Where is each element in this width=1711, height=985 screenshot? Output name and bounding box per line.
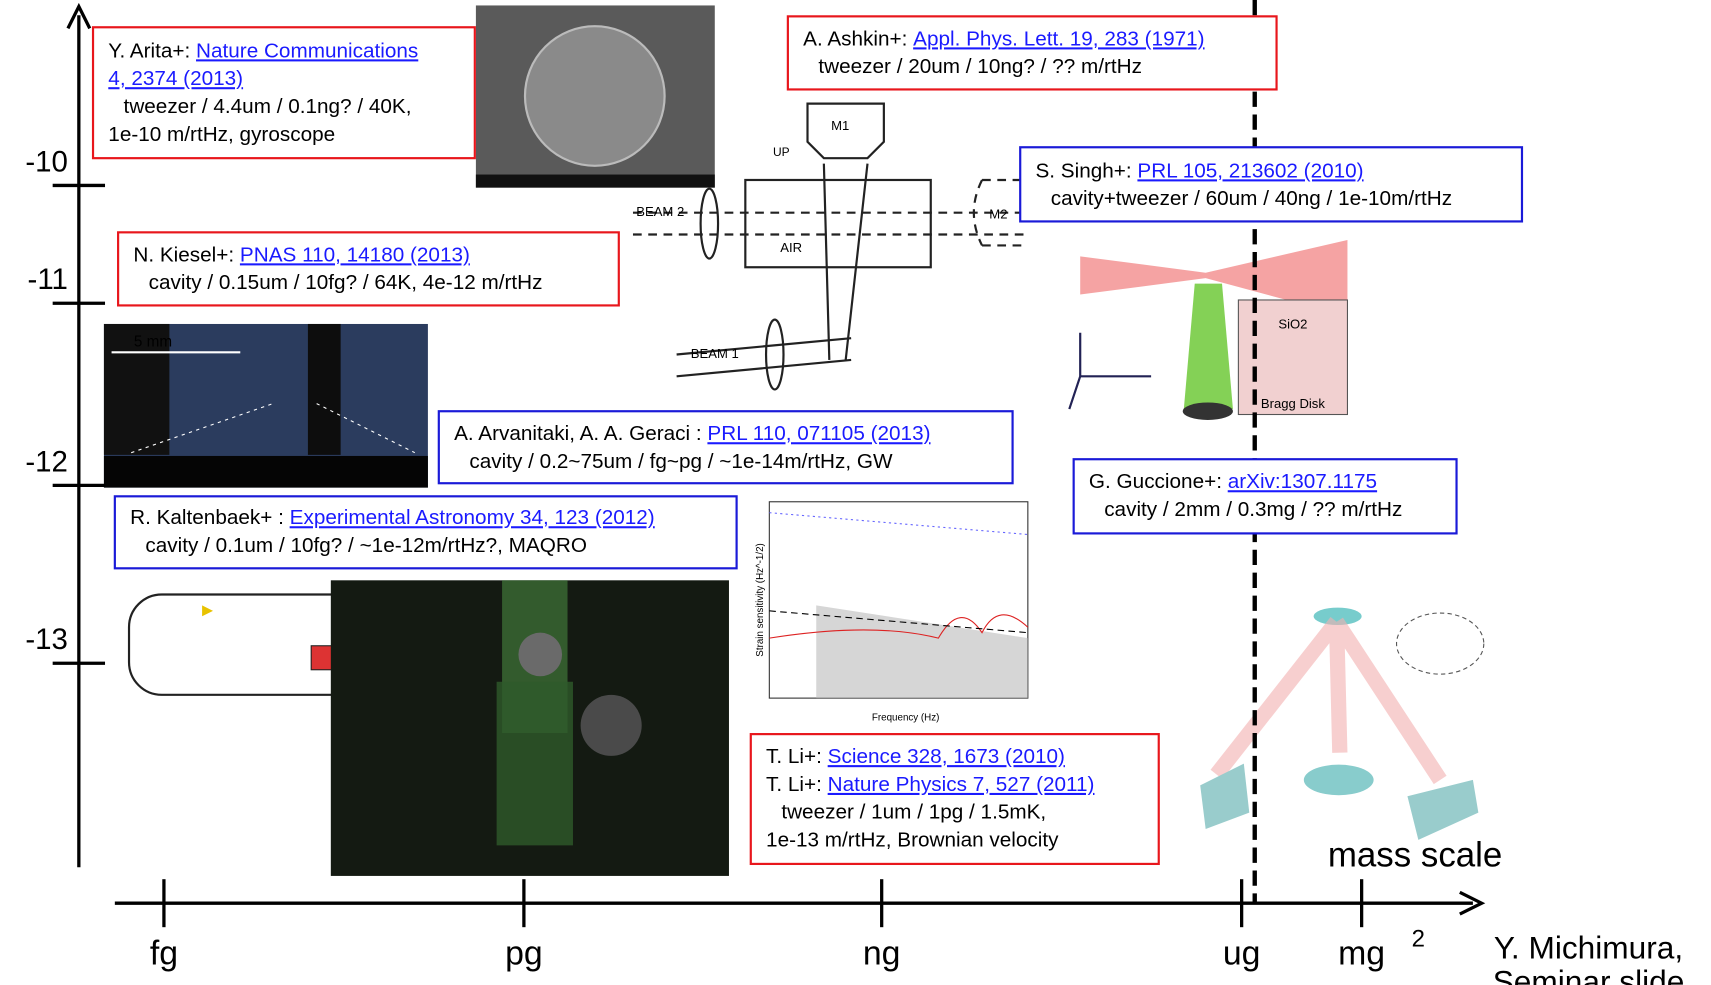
reference-link[interactable]: Experimental Astronomy 34, 123 (2012) bbox=[290, 507, 655, 530]
reference-link[interactable]: 4, 2374 (2013) bbox=[108, 68, 243, 91]
reference-details: cavity+tweezer / 60um / 40ng / 1e-10m/rt… bbox=[1051, 188, 1452, 211]
reference-line: Y. Arita+: Nature Communications bbox=[108, 40, 418, 63]
x-tick-label: fg bbox=[150, 934, 178, 972]
reference-author: G. Guccione+: bbox=[1089, 471, 1228, 494]
reference-author: A. Arvanitaki, A. A. Geraci : bbox=[454, 423, 707, 446]
reference-author: S. Singh+: bbox=[1035, 160, 1137, 183]
x-tick-label: ng bbox=[863, 934, 901, 972]
reference-line: tweezer / 20um / 10ng? / ?? m/rtHz bbox=[818, 56, 1142, 79]
reference-details: cavity / 0.15um / 10fg? / 64K, 4e-12 m/r… bbox=[149, 272, 543, 295]
reference-details: tweezer / 1um / 1pg / 1.5mK, bbox=[781, 801, 1046, 824]
figure-label: Bragg Disk bbox=[1261, 396, 1325, 411]
x-axis-label: mass scale bbox=[1328, 836, 1503, 875]
figure-label: Frequency (Hz) bbox=[872, 712, 940, 723]
reference-line: N. Kiesel+: PNAS 110, 14180 (2013) bbox=[133, 244, 470, 267]
x-tick-label: ug bbox=[1223, 934, 1261, 972]
reference-line: 4, 2374 (2013) bbox=[108, 68, 243, 91]
reference-line: R. Kaltenbaek+ : Experimental Astronomy … bbox=[130, 507, 655, 530]
reference-author: T. Li+: bbox=[766, 773, 828, 796]
reference-link[interactable]: Nature Physics 7, 527 (2011) bbox=[828, 773, 1095, 796]
sem-image bbox=[476, 5, 715, 187]
figure-label: SiO2 bbox=[1278, 317, 1307, 332]
page-number: 2 bbox=[1412, 926, 1425, 953]
reference-author: R. Kaltenbaek+ : bbox=[130, 507, 290, 530]
reference-details: cavity / 2mm / 0.3mg / ?? m/rtHz bbox=[1104, 499, 1402, 522]
figure-label: Strain sensitivity (Hz^-1/2) bbox=[755, 543, 766, 656]
y-tick-label: -13 bbox=[25, 623, 68, 656]
reference-link[interactable]: PRL 105, 213602 (2010) bbox=[1137, 160, 1363, 183]
reference-details: tweezer / 4.4um / 0.1ng? / 40K, bbox=[124, 95, 412, 118]
reference-line: A. Arvanitaki, A. A. Geraci : PRL 110, 0… bbox=[454, 423, 930, 446]
reference-line: T. Li+: Science 328, 1673 (2010) bbox=[766, 746, 1065, 769]
figure-label: AIR bbox=[780, 240, 802, 255]
reference-link[interactable]: PNAS 110, 14180 (2013) bbox=[240, 244, 470, 267]
reference-line: cavity+tweezer / 60um / 40ng / 1e-10m/rt… bbox=[1051, 188, 1452, 211]
figure-label: BEAM 1 bbox=[691, 346, 739, 361]
reference-line: cavity / 0.15um / 10fg? / 64K, 4e-12 m/r… bbox=[149, 272, 543, 295]
page: { "y_axis": {"ticks": ["-10", "-11", "-1… bbox=[0, 0, 1711, 985]
reference-line: T. Li+: Nature Physics 7, 527 (2011) bbox=[766, 773, 1094, 796]
reference-line: S. Singh+: PRL 105, 213602 (2010) bbox=[1035, 160, 1363, 183]
reference-author: N. Kiesel+: bbox=[133, 244, 240, 267]
figure-label: M2 bbox=[989, 206, 1007, 221]
y-tick-label: -12 bbox=[25, 445, 68, 478]
y-tick-label: -10 bbox=[25, 145, 68, 178]
reference-line: tweezer / 1um / 1pg / 1.5mK, bbox=[781, 801, 1046, 824]
footer: Seminar slide bbox=[1493, 963, 1685, 985]
figure-label: M1 bbox=[831, 118, 849, 133]
reference-details: cavity / 0.2~75um / fg~pg / ~1e-14m/rtHz… bbox=[469, 451, 893, 474]
slide: -10 -11 -12 -13 fg pg ng ug mg mass scale 2 Y. Mich… bbox=[0, 0, 1711, 985]
reference-link[interactable]: Science 328, 1673 (2010) bbox=[828, 746, 1065, 769]
green-photo bbox=[331, 580, 729, 876]
reference-author: Y. Arita+: bbox=[108, 40, 196, 63]
y-tick-label: -11 bbox=[28, 263, 68, 296]
reference-line: cavity / 2mm / 0.3mg / ?? m/rtHz bbox=[1104, 499, 1402, 522]
reference-link[interactable]: arXiv:1307.1175 bbox=[1228, 471, 1377, 494]
reference-link[interactable]: Appl. Phys. Lett. 19, 283 (1971) bbox=[913, 28, 1204, 51]
reference-line: cavity / 0.2~75um / fg~pg / ~1e-14m/rtHz… bbox=[469, 451, 893, 474]
reference-details: cavity / 0.1um / 10fg? / ~1e-12m/rtHz?, … bbox=[145, 535, 587, 558]
figure-label: 5 mm bbox=[134, 334, 172, 351]
reference-line: G. Guccione+: arXiv:1307.1175 bbox=[1089, 471, 1377, 494]
reference-line: cavity / 0.1um / 10fg? / ~1e-12m/rtHz?, … bbox=[145, 535, 587, 558]
figure-label: BEAM 2 bbox=[636, 204, 684, 219]
figure-label: UP bbox=[773, 145, 790, 159]
x-tick-label: mg bbox=[1338, 934, 1385, 972]
content: -10 -11 -12 -13 fg pg ng ug mg mass scale 2 Y. Mich… bbox=[25, 0, 1684, 985]
reference-details: tweezer / 20um / 10ng? / ?? m/rtHz bbox=[818, 56, 1142, 79]
reference-author: A. Ashkin+: bbox=[803, 28, 913, 51]
reference-details: 1e-10 m/rtHz, gyroscope bbox=[108, 123, 335, 146]
footer: Y. Michimura, bbox=[1494, 929, 1683, 965]
x-tick-label: pg bbox=[505, 934, 543, 972]
guccione-figure bbox=[1200, 608, 1484, 840]
reference-line: A. Ashkin+: Appl. Phys. Lett. 19, 283 (1… bbox=[803, 28, 1204, 51]
reference-details: 1e-13 m/rtHz, Brownian velocity bbox=[766, 829, 1059, 852]
reference-link[interactable]: PRL 110, 071105 (2013) bbox=[707, 423, 930, 446]
reference-link[interactable]: Nature Communications bbox=[196, 40, 418, 63]
sensitivity-plot bbox=[769, 502, 1028, 698]
reference-author: T. Li+: bbox=[766, 746, 828, 769]
reference-line: 1e-10 m/rtHz, gyroscope bbox=[108, 123, 335, 146]
reference-line: 1e-13 m/rtHz, Brownian velocity bbox=[766, 829, 1059, 852]
reference-line: tweezer / 4.4um / 0.1ng? / 40K, bbox=[124, 95, 412, 118]
